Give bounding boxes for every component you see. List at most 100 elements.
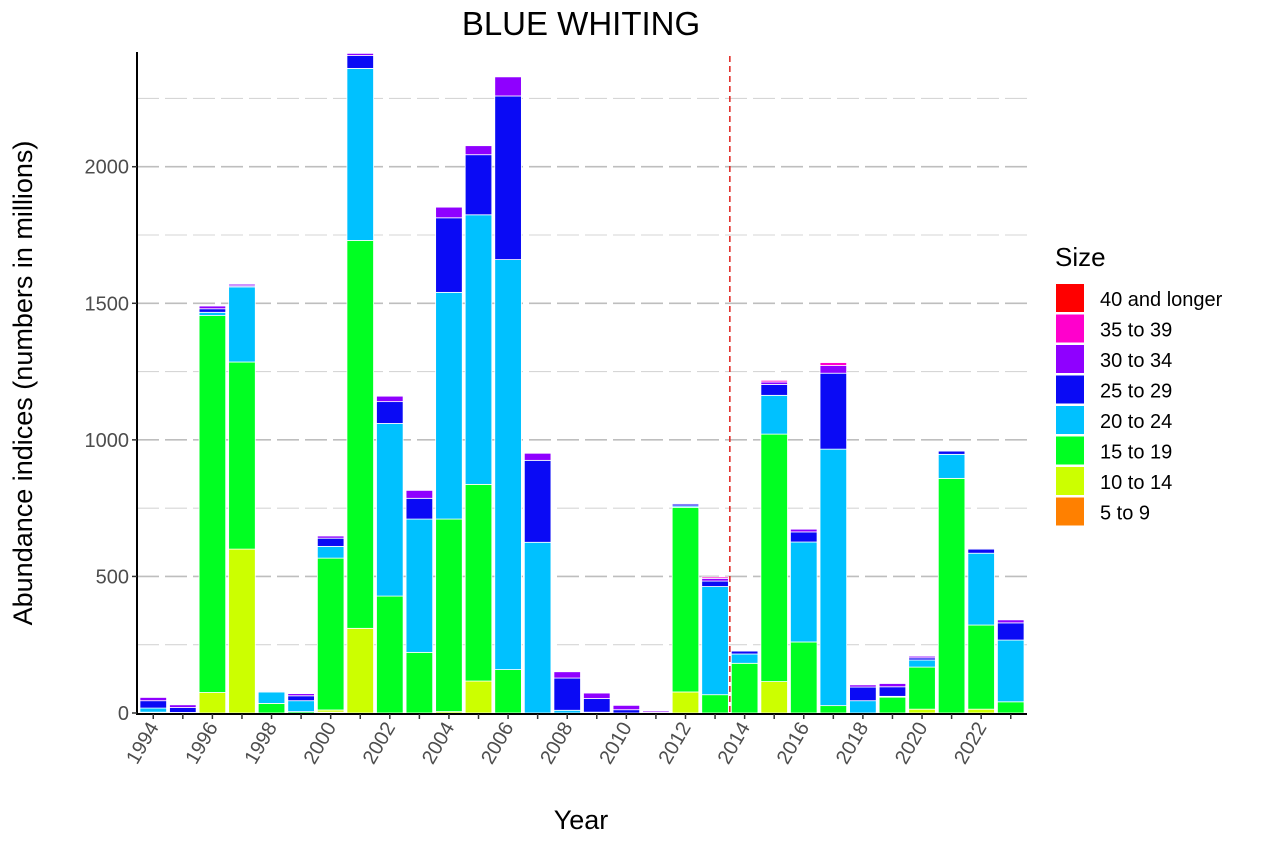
bar-segment-2001-10-to-14 bbox=[346, 627, 374, 714]
bar-segment-2020-20-to-24 bbox=[908, 659, 936, 668]
x-tick-label: 2016 bbox=[773, 719, 814, 769]
bar-segment-1994-30-to-34 bbox=[139, 697, 167, 702]
bar-segment-1997-30-to-34 bbox=[228, 283, 256, 287]
bar-segment-2013-20-to-24 bbox=[701, 586, 729, 696]
x-tick-label: 2020 bbox=[891, 719, 932, 769]
bar-segment-2019-15-to-19 bbox=[878, 696, 907, 714]
bar-segment-2019-30-to-34 bbox=[878, 683, 907, 688]
bar-segment-1996-10-to-14 bbox=[198, 692, 227, 714]
legend-key bbox=[1056, 345, 1084, 373]
bar-segment-2007-30-to-34 bbox=[523, 452, 552, 461]
legend-label: 20 to 24 bbox=[1100, 411, 1172, 433]
bar-segment-2016-20-to-24 bbox=[790, 541, 818, 643]
bar-segment-2008-20-to-24 bbox=[553, 709, 581, 714]
legend-title: Size bbox=[1055, 242, 1106, 272]
bar-segment-2012-30-to-34 bbox=[671, 502, 700, 505]
bar-segment-2023-15-to-19 bbox=[997, 701, 1025, 714]
legend-key bbox=[1056, 467, 1084, 495]
bar-segment-2013-30-to-34 bbox=[701, 577, 729, 582]
y-tick-label: 500 bbox=[96, 566, 129, 588]
x-tick-label: 1998 bbox=[241, 719, 282, 769]
bar-segment-2022-25-to-29 bbox=[967, 548, 995, 554]
bar-segment-2022-15-to-19 bbox=[967, 624, 995, 710]
bar-segment-2022-10-to-14 bbox=[967, 708, 995, 714]
bar-segment-2021-20-to-24 bbox=[937, 453, 966, 479]
bar-segment-1994-25-to-29 bbox=[139, 700, 167, 709]
bar-segment-2016-30-to-34 bbox=[790, 528, 818, 533]
legend-key bbox=[1056, 375, 1084, 404]
bar-segment-2006-20-to-24 bbox=[494, 259, 522, 670]
bar-segment-2018-20-to-24 bbox=[849, 700, 877, 714]
y-tick-label: 2000 bbox=[85, 157, 130, 179]
bar-segment-2000-15-to-19 bbox=[316, 557, 345, 711]
y-axis-label: Abundance indices (numbers in millions) bbox=[8, 141, 38, 626]
legend: Size 40 and longer 35 to 39 30 to 34 25 to … bbox=[1055, 242, 1223, 526]
legend-key bbox=[1056, 436, 1084, 465]
legend-label: 40 and longer bbox=[1100, 289, 1223, 311]
bar-segment-2016-25-to-29 bbox=[790, 531, 818, 543]
y-tick-label: 1000 bbox=[85, 430, 130, 452]
bar-segment-2007-25-to-29 bbox=[523, 459, 552, 543]
bar-segment-2013-25-to-29 bbox=[701, 580, 729, 587]
bar-segment-2000-20-to-24 bbox=[316, 545, 345, 559]
bar-segment-2002-15-to-19 bbox=[376, 595, 404, 714]
bar-segment-2022-30-to-34 bbox=[967, 547, 995, 550]
bar-segment-2019-25-to-29 bbox=[878, 686, 907, 697]
y-tick-label: 1500 bbox=[85, 293, 130, 315]
legend-label: 30 to 34 bbox=[1100, 350, 1172, 372]
bar-segment-2005-30-to-34 bbox=[464, 145, 493, 156]
bar-segment-1998-30-to-34 bbox=[257, 689, 286, 692]
bar-segment-2017-20-to-24 bbox=[819, 448, 848, 707]
bar-segment-2006-30-to-34 bbox=[494, 76, 522, 97]
bar-segment-2004-25-to-29 bbox=[435, 217, 463, 293]
bar-segment-2005-10-to-14 bbox=[464, 680, 493, 714]
bar-segment-2006-15-to-19 bbox=[494, 669, 522, 714]
legend-label: 15 to 19 bbox=[1100, 442, 1172, 464]
bar-segment-2013-35-to-39 bbox=[701, 576, 729, 579]
x-tick-label: 2010 bbox=[595, 719, 636, 769]
bar-segment-2002-25-to-29 bbox=[376, 401, 404, 424]
bar-segment-2001-25-to-29 bbox=[346, 55, 374, 69]
bar-segment-2018-25-to-29 bbox=[849, 686, 877, 702]
bar-segment-2002-30-to-34 bbox=[376, 395, 404, 403]
bar-segment-1997-15-to-19 bbox=[228, 361, 256, 550]
bar-segment-1996-25-to-29 bbox=[198, 308, 227, 313]
bar-segment-2001-30-to-34 bbox=[346, 52, 374, 56]
x-tick-label: 2002 bbox=[359, 719, 400, 769]
bar-segment-1997-10-to-14 bbox=[228, 548, 256, 714]
bar-segment-2020-10-to-14 bbox=[908, 708, 936, 714]
bar-segment-1996-30-to-34 bbox=[198, 305, 227, 310]
x-axis-label: Year bbox=[554, 805, 609, 835]
bar-segment-2005-20-to-24 bbox=[464, 214, 493, 485]
legend-key bbox=[1056, 314, 1084, 343]
bar-segment-2010-30-to-34 bbox=[612, 704, 641, 711]
x-tick-label: 2012 bbox=[655, 719, 696, 769]
y-axis-ticks: 0 500 1000 1500 2000 bbox=[85, 157, 137, 725]
x-tick-label: 2006 bbox=[477, 719, 518, 769]
bar-segment-2021-15-to-19 bbox=[937, 477, 966, 714]
bar-segment-2011-30-to-34 bbox=[642, 710, 670, 713]
bar-segment-2018-30-to-34 bbox=[849, 684, 877, 688]
bar-segment-2000-30-to-34 bbox=[316, 535, 345, 539]
bar-segment-2015-10-to-14 bbox=[760, 681, 788, 714]
bar-segment-1996-15-to-19 bbox=[198, 315, 227, 693]
bars bbox=[139, 52, 1025, 714]
bar-segment-2021-30-to-34 bbox=[937, 450, 966, 452]
y-tick-label: 0 bbox=[118, 703, 129, 725]
bar-segment-1995-30-to-34 bbox=[169, 704, 197, 708]
bar-segment-2014-20-to-24 bbox=[730, 653, 759, 664]
bar-segment-2012-15-to-19 bbox=[671, 506, 700, 693]
legend-label: 5 to 9 bbox=[1100, 503, 1150, 525]
legend-label: 10 to 14 bbox=[1100, 472, 1172, 494]
bar-segment-2023-30-to-34 bbox=[997, 619, 1025, 624]
legend-label: 25 to 29 bbox=[1100, 381, 1172, 403]
bar-segment-2003-30-to-34 bbox=[405, 489, 434, 499]
chart-title: BLUE WHITING bbox=[462, 5, 700, 42]
bar-segment-1999-30-to-34 bbox=[287, 693, 315, 697]
bar-segment-2004-30-to-34 bbox=[435, 206, 463, 219]
bar-segment-2020-15-to-19 bbox=[908, 666, 936, 710]
bar-segment-2014-30-to-34 bbox=[730, 650, 759, 652]
bar-segment-2022-20-to-24 bbox=[967, 552, 995, 626]
x-tick-label: 2014 bbox=[714, 719, 755, 769]
